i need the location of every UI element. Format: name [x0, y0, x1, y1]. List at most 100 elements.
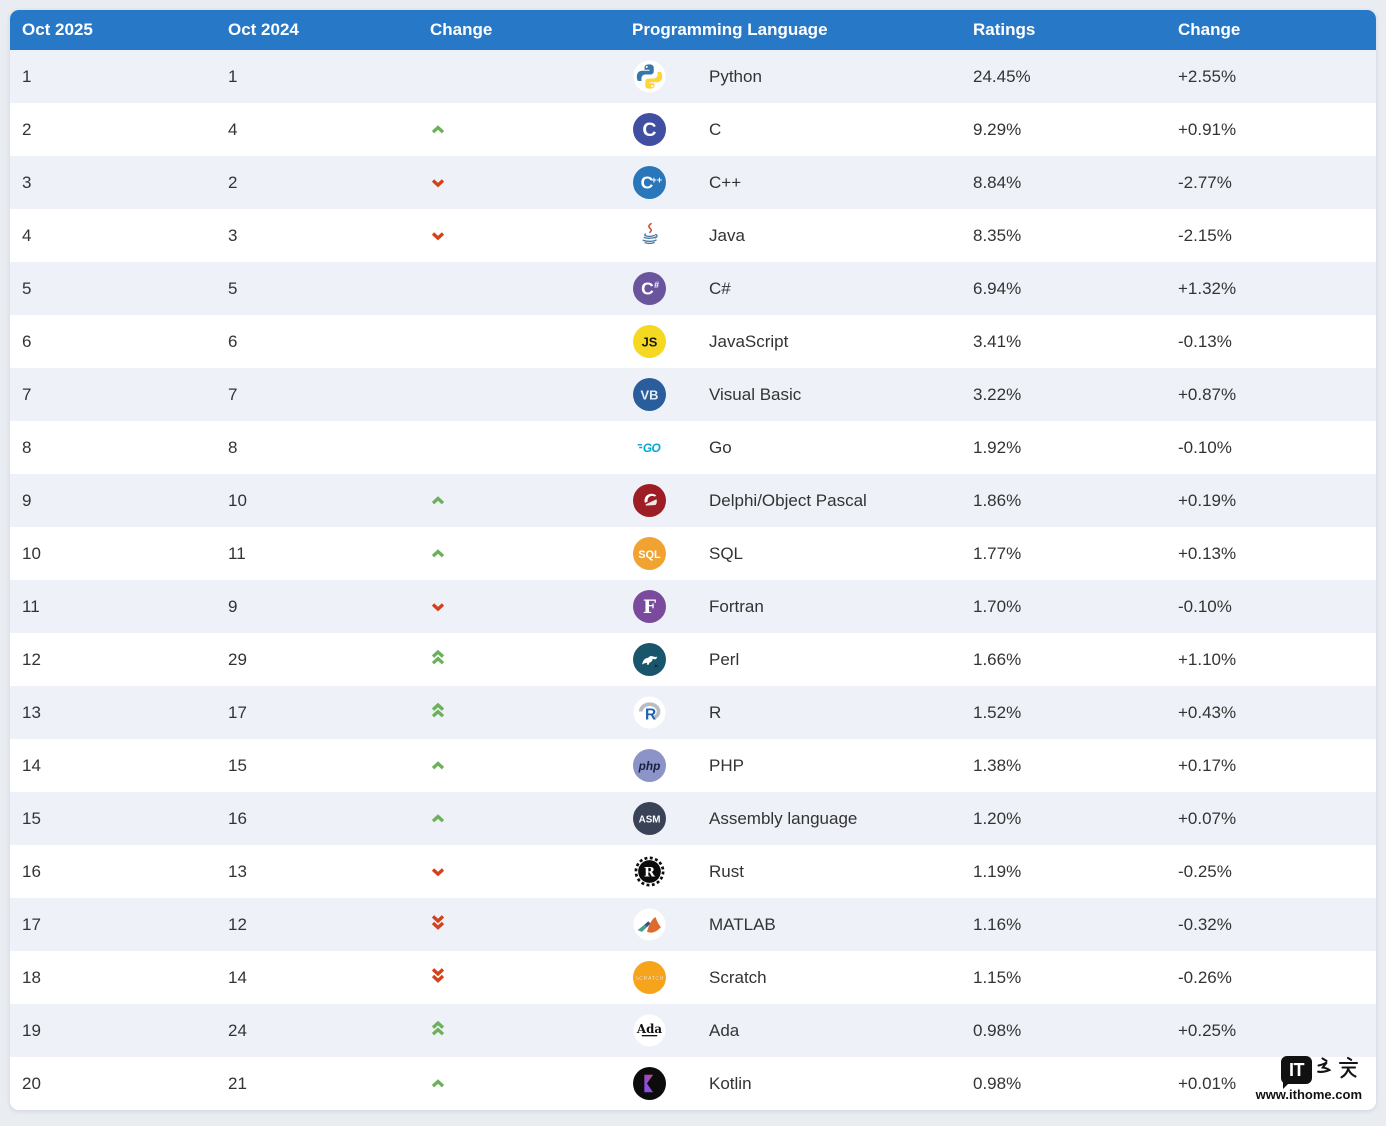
rank-2024-cell: 3 [228, 225, 238, 245]
trend-cell [418, 914, 620, 936]
rank-2024-cell: 24 [228, 1020, 247, 1040]
rating-cell: 0.98% [973, 1073, 1022, 1093]
rank-2025-cell: 15 [22, 808, 41, 828]
delphi-icon [633, 484, 666, 517]
language-name: Rust [709, 861, 744, 881]
rank-2024-cell: 16 [228, 808, 247, 828]
rank-2025-cell: 1 [22, 66, 32, 86]
rank-2025-cell: 4 [22, 225, 32, 245]
trend-up-icon [430, 813, 446, 824]
change-cell: +0.91% [1178, 119, 1237, 139]
change-cell: +0.01% [1178, 1073, 1237, 1093]
trend-down-icon [430, 230, 446, 241]
language-cell: Ada Ada [620, 1014, 961, 1047]
language-cell: Kotlin [620, 1067, 961, 1100]
table-row: 14 15 php PHP 1.38% +0.17% [10, 739, 1376, 792]
table-row: 12 29 Perl 1.66% +1.10% [10, 633, 1376, 686]
header-ratings: Ratings [973, 20, 1036, 39]
language-cell: SCRATCH Scratch [620, 961, 961, 994]
language-name: C# [709, 278, 731, 298]
svg-text:R: R [645, 707, 656, 724]
table-body: 1 1 Python 24.45% +2.55% 2 4 C C 9.29% +0.91% 3 2 C ++… [10, 50, 1376, 1110]
r-icon: R [633, 696, 666, 729]
rank-2024-cell: 17 [228, 702, 247, 722]
language-name: R [709, 702, 722, 722]
rank-2024-cell: 1 [228, 66, 238, 86]
rating-cell: 1.16% [973, 914, 1022, 934]
trend-cell [418, 862, 620, 882]
header-change-rank: Change [430, 20, 493, 39]
language-name: Visual Basic [709, 384, 802, 404]
rank-2024-cell: 12 [228, 914, 247, 934]
trend-up-icon [430, 760, 446, 771]
rank-2025-cell: 5 [22, 278, 32, 298]
svg-text:php: php [638, 759, 661, 773]
table-row: 17 12 MATLAB 1.16% -0.32% [10, 898, 1376, 951]
table-row: 19 24 Ada Ada 0.98% +0.25% [10, 1004, 1376, 1057]
svg-text:VB: VB [641, 388, 659, 403]
trend-down-icon [430, 177, 446, 188]
language-name: PHP [709, 755, 744, 775]
header-change-rating: Change [1178, 20, 1241, 39]
php-icon: php [633, 749, 666, 782]
trend-up-double-icon [430, 649, 446, 666]
rank-2025-cell: 3 [22, 172, 32, 192]
trend-cell [418, 226, 620, 246]
tiobe-index-table: Oct 2025 Oct 2024 Change Programming Lan… [10, 10, 1376, 1110]
change-cell: +0.19% [1178, 490, 1237, 510]
table-header: Oct 2025 Oct 2024 Change Programming Lan… [10, 10, 1376, 50]
rating-cell: 24.45% [973, 66, 1031, 86]
rank-2025-cell: 10 [22, 543, 41, 563]
change-cell: -0.25% [1178, 861, 1232, 881]
svg-text:SCRATCH: SCRATCH [635, 976, 664, 982]
perl-icon [633, 643, 666, 676]
rating-cell: 0.98% [973, 1020, 1022, 1040]
scratch-icon: SCRATCH [633, 961, 666, 994]
trend-cell [418, 173, 620, 193]
matlab-icon [633, 908, 666, 941]
trend-down-icon [430, 601, 446, 612]
ithome-cn-glyph-icon [1317, 1056, 1359, 1079]
table-row: 15 16 ASM Assembly language 1.20% +0.07% [10, 792, 1376, 845]
assembly-icon: ASM [633, 802, 666, 835]
language-name: C [709, 119, 722, 139]
trend-cell [418, 1020, 620, 1042]
language-cell: R Rust [620, 855, 961, 888]
language-cell: GO Go [620, 431, 961, 464]
rank-2025-cell: 9 [22, 490, 32, 510]
rating-cell: 1.70% [973, 596, 1022, 616]
visual-basic-icon: VB [633, 378, 666, 411]
table-row: 8 8 GO Go 1.92% -0.10% [10, 421, 1376, 474]
language-cell: C ++ C++ [620, 166, 961, 199]
trend-down-double-icon [430, 914, 446, 931]
rank-2025-cell: 11 [22, 596, 40, 616]
trend-cell [418, 809, 620, 829]
rating-cell: 1.19% [973, 861, 1022, 881]
rank-2025-cell: 18 [22, 967, 41, 987]
trend-cell [418, 756, 620, 776]
rank-2024-cell: 8 [228, 437, 238, 457]
rating-cell: 9.29% [973, 119, 1022, 139]
rating-cell: 1.86% [973, 490, 1022, 510]
language-name: Go [709, 437, 732, 457]
language-name: Assembly language [709, 808, 858, 828]
rating-cell: 8.35% [973, 225, 1022, 245]
language-cell: Java [620, 219, 961, 252]
rating-cell: 1.92% [973, 437, 1022, 457]
language-cell: VB Visual Basic [620, 378, 961, 411]
trend-cell [418, 1074, 620, 1094]
change-cell: -2.77% [1178, 172, 1232, 192]
table-row: 5 5 C # C# 6.94% +1.32% [10, 262, 1376, 315]
rank-2024-cell: 10 [228, 490, 247, 510]
trend-cell [418, 120, 620, 140]
change-cell: +0.25% [1178, 1020, 1237, 1040]
rank-2025-cell: 20 [22, 1073, 41, 1093]
csharp-icon: C # [633, 272, 666, 305]
trend-down-double-icon [430, 967, 446, 984]
go-icon: GO [633, 431, 666, 464]
language-name: JavaScript [709, 331, 789, 351]
language-cell: SQL SQL [620, 537, 961, 570]
trend-cell [418, 544, 620, 564]
trend-cell [418, 967, 620, 989]
